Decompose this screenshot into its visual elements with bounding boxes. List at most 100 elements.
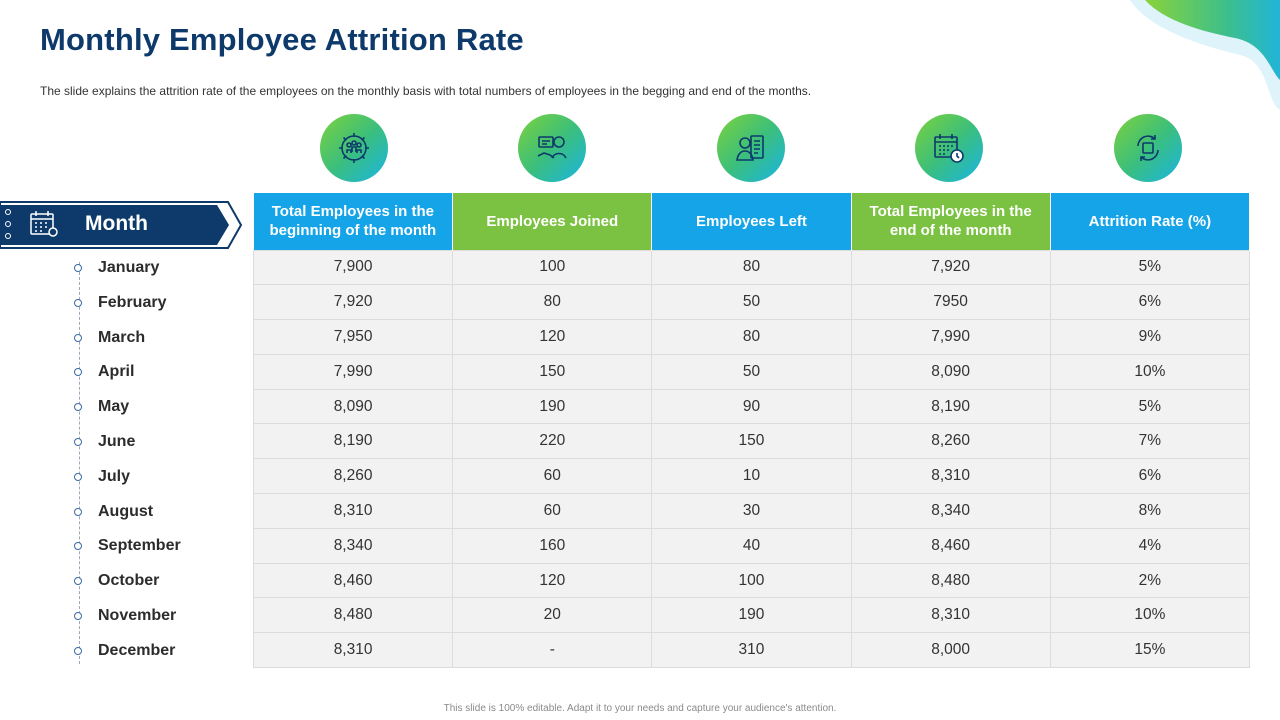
timeline-dot-icon xyxy=(74,612,82,620)
month-name: December xyxy=(98,641,176,659)
calendar-clock-icon xyxy=(915,114,983,182)
table-cell: 8,190 xyxy=(252,423,454,460)
month-item: August xyxy=(74,502,153,522)
month-name: November xyxy=(98,607,177,624)
timeline-dot-icon xyxy=(74,264,82,272)
table-row: 8,310-310 8,000 15% xyxy=(252,632,1251,669)
table-cell: 5% xyxy=(1049,388,1251,425)
handshake-person-icon xyxy=(518,114,586,182)
table-row: 7,900 100 80 7,920 5% xyxy=(252,249,1251,286)
table-cell: 6% xyxy=(1049,458,1251,495)
table-cell: 50 xyxy=(651,284,852,321)
month-name: February xyxy=(98,293,167,311)
corner-decoration xyxy=(1130,0,1280,110)
table-row: 8,310 60 30 8,340 8% xyxy=(252,493,1251,529)
table-cell: 7,920 xyxy=(850,249,1051,286)
timeline-dot-icon xyxy=(74,368,82,377)
month-name: August xyxy=(98,502,154,520)
timeline-dot-icon xyxy=(74,298,82,307)
table-cell: 30 xyxy=(651,493,852,529)
refresh-cycle-icon xyxy=(1114,114,1182,182)
table-header-row: Total Employees in the beginning of the … xyxy=(253,193,1251,250)
table-cell: 120 xyxy=(452,319,653,355)
table-cell: 10% xyxy=(1049,597,1251,634)
table-cell: 8,340 xyxy=(850,493,1051,529)
month-name: July xyxy=(98,467,131,485)
table-cell: 8,460 xyxy=(252,562,454,599)
table-cell: 6% xyxy=(1049,284,1251,321)
table-cell: 15% xyxy=(1049,632,1251,669)
month-header-banner xyxy=(0,199,244,251)
table-cell: 40 xyxy=(651,527,852,564)
table-cell: 8,310 xyxy=(850,597,1051,634)
table-cell: 8,480 xyxy=(252,597,454,634)
month-name: March xyxy=(98,328,146,346)
employee-document-icon xyxy=(717,114,785,182)
month-name: January xyxy=(98,259,160,276)
table-cell: 20 xyxy=(452,597,653,634)
table-cell: 8,340 xyxy=(252,527,454,564)
table-cell: 100 xyxy=(452,249,653,286)
table-cell: 90 xyxy=(651,388,852,425)
month-item: June xyxy=(74,432,135,452)
banner-dots xyxy=(5,209,13,245)
month-name: April xyxy=(98,363,135,381)
table-cell: 190 xyxy=(651,597,852,634)
table-cell: 5% xyxy=(1049,249,1251,286)
table-row: 7,920 80 50 7950 6% xyxy=(252,284,1251,321)
table-cell: 7,990 xyxy=(850,319,1051,355)
table-row: 8,340 160 40 8,460 4% xyxy=(252,527,1251,564)
month-item: March xyxy=(74,328,145,348)
col-header-left: Employees Left xyxy=(651,193,852,250)
table-cell: 80 xyxy=(651,249,852,286)
month-item: May xyxy=(74,397,129,417)
footer-note: This slide is 100% editable. Adapt it to… xyxy=(443,703,837,714)
table-cell: 8,090 xyxy=(850,353,1051,390)
table-cell: 10% xyxy=(1049,353,1251,390)
table-cell: 220 xyxy=(452,423,653,460)
table-cell: 190 xyxy=(452,388,653,425)
table-cell: 10 xyxy=(651,458,852,495)
table-cell: 8,260 xyxy=(252,458,454,495)
table-cell: 80 xyxy=(452,284,653,321)
month-item: October xyxy=(74,571,159,591)
col-header-attrition: Attrition Rate (%) xyxy=(1050,193,1251,250)
table-cell: 8,480 xyxy=(850,562,1051,599)
month-item: December xyxy=(74,641,175,661)
table-cell: 60 xyxy=(452,493,653,529)
month-header-label: Month xyxy=(85,212,148,235)
month-item: July xyxy=(74,467,130,487)
table-cell: 9% xyxy=(1049,319,1251,355)
table-cell: 60 xyxy=(452,458,653,495)
table-row: 8,190 220 150 8,260 7% xyxy=(252,423,1251,460)
month-item: November xyxy=(74,606,176,626)
table-cell: 8,310 xyxy=(252,632,454,669)
page-subtitle: The slide explains the attrition rate of… xyxy=(40,84,812,98)
table-body: 7,900 100 80 7,920 5% 7,920 80 50 7950 6% 7,950 120… xyxy=(252,249,1251,669)
month-name: October xyxy=(98,572,160,590)
timeline-dot-icon xyxy=(74,507,82,516)
table-cell: 100 xyxy=(651,562,852,599)
table-row: 7,990 150 50 8,090 10% xyxy=(252,353,1251,390)
page-title: Monthly Employee Attrition Rate xyxy=(40,22,524,57)
table-cell: 50 xyxy=(651,353,852,390)
table-cell: 150 xyxy=(651,423,852,460)
table-cell: 80 xyxy=(651,319,852,355)
table-cell: 7950 xyxy=(850,284,1051,321)
month-item: April xyxy=(74,362,134,382)
col-header-joined: Employees Joined xyxy=(452,193,653,250)
table-row: 8,260 60 10 8,310 6% xyxy=(252,458,1251,495)
timeline-dot-icon xyxy=(74,438,82,446)
table-row: 7,950 120 80 7,990 9% xyxy=(252,319,1251,355)
table-cell: 8,460 xyxy=(850,527,1051,564)
attrition-table: Total Employees in the beginning of the … xyxy=(252,193,1251,669)
timeline-dot-icon xyxy=(74,403,82,412)
table-cell: 7,900 xyxy=(252,249,454,286)
timeline-dot-icon xyxy=(74,333,82,342)
month-name: June xyxy=(98,433,136,450)
table-cell: 150 xyxy=(452,353,653,390)
table-cell: 8,260 xyxy=(850,423,1051,460)
table-cell: 160 xyxy=(452,527,653,564)
table-cell: 2% xyxy=(1049,562,1251,599)
team-gear-icon xyxy=(320,114,388,182)
